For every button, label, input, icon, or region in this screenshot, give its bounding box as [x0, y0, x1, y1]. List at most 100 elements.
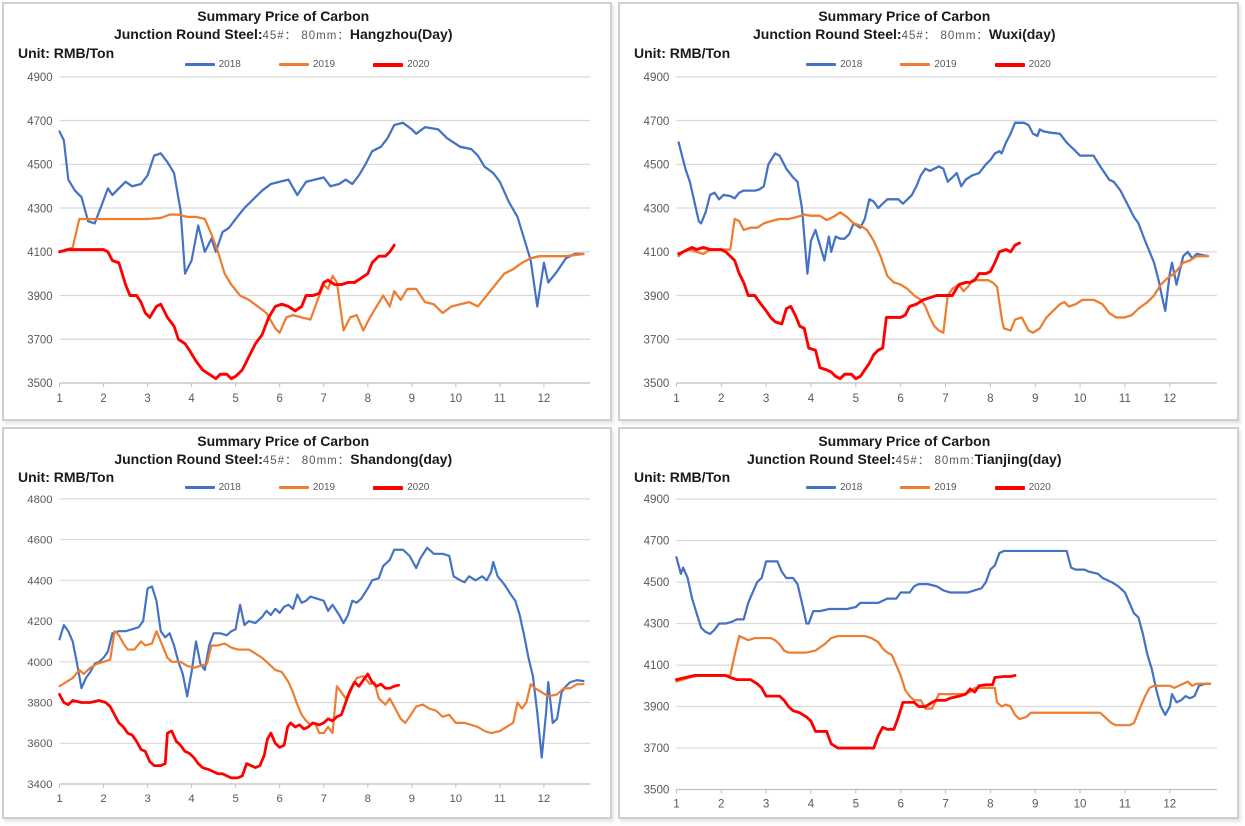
svg-text:6: 6 [277, 391, 284, 405]
svg-text:3: 3 [144, 793, 150, 805]
svg-text:6: 6 [897, 799, 903, 811]
svg-text:4400: 4400 [27, 575, 52, 587]
svg-text:6: 6 [897, 391, 904, 405]
chart-city-label: Hangzhou(Day) [349, 25, 453, 42]
unit-label: Unit: RMB/Ton [634, 469, 731, 485]
price-chart-panel-hangzhou: Summary Price of Carbon Junction Round S… [2, 2, 612, 421]
price-chart-panel-wuxi: Summary Price of Carbon Junction Round S… [618, 2, 1239, 421]
svg-text:4900: 4900 [644, 70, 670, 84]
svg-text:8: 8 [987, 799, 993, 811]
price-chart-panel-shandong: Summary Price of Carbon Junction Round S… [2, 427, 612, 819]
chart-city-label: Tianjing(day) [974, 450, 1062, 467]
chart-title-tianjing: Summary Price of Carbon Junction Round S… [650, 433, 1158, 468]
chart-title-line2: Junction Round Steel: [114, 450, 263, 467]
svg-text:4700: 4700 [27, 113, 53, 127]
svg-text:3: 3 [144, 391, 151, 405]
svg-text:7: 7 [321, 793, 327, 805]
svg-text:4200: 4200 [27, 616, 52, 628]
svg-text:3900: 3900 [27, 288, 53, 302]
svg-text:12: 12 [1163, 391, 1176, 405]
chart-city-label: Shandong(day) [350, 450, 453, 467]
svg-text:10: 10 [449, 391, 462, 405]
svg-text:1: 1 [673, 391, 680, 405]
svg-text:3900: 3900 [644, 288, 670, 302]
svg-text:2: 2 [100, 793, 106, 805]
svg-text:3: 3 [763, 391, 770, 405]
svg-text:4000: 4000 [27, 657, 52, 669]
chart-spec-label: 45#： 80mm： [262, 454, 351, 467]
svg-text:4900: 4900 [644, 494, 670, 506]
svg-text:4100: 4100 [27, 245, 53, 259]
svg-text:3: 3 [763, 799, 769, 811]
svg-text:4300: 4300 [27, 201, 53, 215]
svg-text:8: 8 [987, 391, 994, 405]
svg-text:8: 8 [365, 793, 371, 805]
svg-text:9: 9 [1032, 391, 1039, 405]
svg-text:1: 1 [56, 391, 62, 405]
svg-text:10: 10 [1074, 391, 1087, 405]
svg-text:3700: 3700 [644, 332, 670, 346]
svg-text:3500: 3500 [644, 785, 670, 797]
svg-text:8: 8 [365, 391, 372, 405]
chart-title-line2: Junction Round Steel: [113, 25, 263, 42]
svg-text:2: 2 [100, 391, 106, 405]
svg-text:4: 4 [188, 793, 194, 805]
svg-text:7: 7 [942, 799, 948, 811]
svg-text:12: 12 [538, 391, 551, 405]
chart-title-shandong: Summary Price of Carbon Junction Round S… [34, 433, 533, 468]
chart-title-line2: Junction Round Steel: [747, 450, 896, 467]
svg-text:7: 7 [942, 391, 949, 405]
svg-text:3600: 3600 [27, 738, 52, 750]
svg-text:4: 4 [188, 391, 195, 405]
chart-city-label: Wuxi(day) [988, 25, 1056, 42]
svg-text:10: 10 [449, 793, 462, 805]
chart-spec-label: 45#： 80mm： [901, 29, 989, 42]
chart-title-line1: Summary Price of Carbon [197, 433, 370, 449]
chart-title-line1: Summary Price of Carbon [818, 8, 991, 24]
svg-text:9: 9 [409, 793, 415, 805]
svg-text:4800: 4800 [27, 494, 52, 506]
svg-text:11: 11 [1119, 799, 1131, 811]
svg-text:3700: 3700 [27, 332, 53, 346]
chart-title-wuxi: Summary Price of Carbon Junction Round S… [650, 8, 1158, 43]
svg-text:5: 5 [853, 391, 860, 405]
svg-text:11: 11 [494, 793, 506, 805]
svg-text:5: 5 [232, 793, 238, 805]
svg-text:12: 12 [1163, 799, 1176, 811]
svg-text:11: 11 [1119, 391, 1131, 405]
chart-spec-label: 45#： 80mm： [262, 29, 350, 42]
svg-text:11: 11 [494, 391, 506, 405]
chart-title-line2: Junction Round Steel: [753, 25, 902, 42]
svg-text:4: 4 [808, 391, 815, 405]
chart-title-hangzhou: Summary Price of Carbon Junction Round S… [34, 8, 533, 43]
unit-label: Unit: RMB/Ton [18, 45, 115, 61]
svg-text:6: 6 [277, 793, 283, 805]
svg-text:4600: 4600 [27, 535, 52, 547]
svg-text:1: 1 [673, 799, 679, 811]
svg-text:3400: 3400 [27, 779, 52, 791]
svg-text:10: 10 [1074, 799, 1087, 811]
svg-text:4500: 4500 [644, 577, 670, 589]
svg-text:4100: 4100 [644, 245, 670, 259]
svg-text:4900: 4900 [27, 70, 53, 84]
svg-text:3900: 3900 [644, 702, 670, 714]
svg-text:4: 4 [808, 799, 815, 811]
chart-spec-label: 45#： 80mm: [895, 454, 975, 467]
svg-text:9: 9 [409, 391, 415, 405]
svg-text:3700: 3700 [644, 743, 670, 755]
svg-text:4500: 4500 [644, 157, 670, 171]
svg-text:4700: 4700 [644, 114, 670, 128]
svg-text:9: 9 [1032, 799, 1038, 811]
svg-text:12: 12 [538, 793, 551, 805]
price-chart-panel-tianjing: Summary Price of Carbon Junction Round S… [618, 427, 1239, 819]
svg-text:5: 5 [232, 391, 239, 405]
unit-label: Unit: RMB/Ton [634, 45, 731, 61]
svg-text:4700: 4700 [644, 536, 670, 548]
svg-text:4300: 4300 [644, 201, 670, 215]
svg-text:7: 7 [321, 391, 327, 405]
